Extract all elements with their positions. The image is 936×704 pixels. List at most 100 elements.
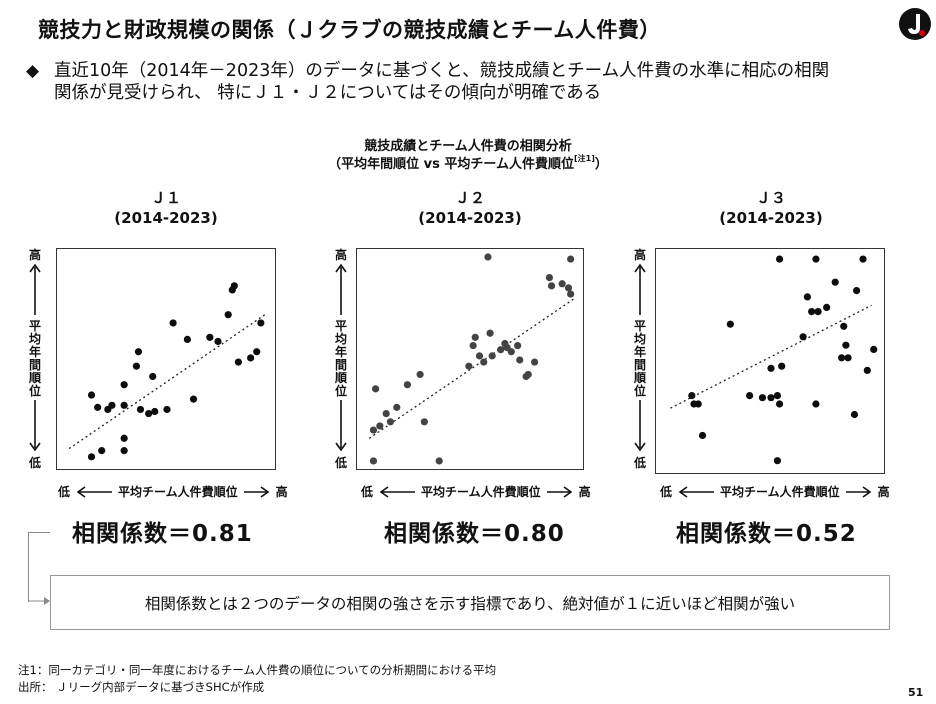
panel-2-data-point xyxy=(465,362,473,370)
panel-2-data-point xyxy=(471,333,479,341)
panel-1-data-point xyxy=(224,311,232,319)
panel-1-data-point xyxy=(120,381,128,389)
panel-1-data-point xyxy=(94,403,102,411)
panel-3-data-point xyxy=(850,410,859,419)
panel-3-data-point xyxy=(773,392,782,400)
panel-1-x-axis-row: 低 平均チーム人件費順位 高 xyxy=(58,483,288,500)
page-title: 競技力と財政規模の関係（Ｊクラブの競技成績とチーム人件費） xyxy=(38,18,661,42)
footnote-1: 注1：同一カテゴリ・同一年度におけるチーム人件費の順位についての分析期間における… xyxy=(18,663,497,677)
panel-1-data-point xyxy=(234,358,242,366)
panel-1-x-axis-title: 平均チーム人件費順位 xyxy=(118,485,238,499)
panel-2-data-point xyxy=(475,352,484,360)
panel-3-data-point xyxy=(840,322,848,330)
panel-3-data-point xyxy=(823,303,831,311)
chart-heading-note: [注1] xyxy=(573,154,595,163)
panel-2-x-right-arrow-icon xyxy=(546,485,573,498)
page-number: 51 xyxy=(908,686,924,699)
panel-2-data-point xyxy=(524,370,532,379)
panel-2-y-down-arrow-icon xyxy=(335,400,347,452)
panel-3-data-point xyxy=(726,320,734,328)
panel-1-data-point xyxy=(134,348,143,356)
panel-2-data-point xyxy=(558,280,566,288)
panel-2-x-axis-row: 低 平均チーム人件費順位 高 xyxy=(361,483,591,500)
panel-2-data-point xyxy=(488,352,496,360)
panel-3-data-point xyxy=(814,308,822,316)
panel-1-title: Ｊ１ (2014-2023) xyxy=(56,188,276,228)
panel-2-data-point xyxy=(382,409,390,418)
panel-3-data-point xyxy=(775,255,784,263)
panel-2-data-point xyxy=(416,370,424,379)
panel-2-data-point xyxy=(486,329,494,337)
panel-1-data-point xyxy=(189,395,198,403)
panel-2-x-high-label: 高 xyxy=(578,485,591,499)
definition-connector xyxy=(28,532,50,602)
panel-1-data-point xyxy=(206,333,214,341)
panel-1-data-point xyxy=(169,319,177,327)
panel-2-data-point xyxy=(531,358,539,366)
panel-3-data-point xyxy=(812,255,820,263)
panel-1-y-low-label: 低 xyxy=(28,456,41,470)
panel-3-data-point xyxy=(863,366,871,374)
panel-2-plot-area xyxy=(356,248,584,470)
panel-1-x-low-label: 低 xyxy=(58,485,71,499)
panel-1-data-point xyxy=(257,319,265,327)
panel-3-data-point xyxy=(859,255,867,263)
panel-3-data-point xyxy=(838,354,846,362)
panel-1-data-point xyxy=(120,401,128,409)
panel-2-title: Ｊ２ (2014-2023) xyxy=(360,188,580,228)
panel-1-data-point xyxy=(136,405,145,414)
panel-2-data-point xyxy=(484,253,492,261)
panel-3-correlation-label: 相関係数＝0.52 xyxy=(676,521,857,547)
panel-1-correlation-label: 相関係数＝0.81 xyxy=(72,521,253,547)
connector-arrow-icon xyxy=(28,597,50,605)
panel-3-x-low-label: 低 xyxy=(660,485,673,499)
panel-2-data-point xyxy=(567,255,575,263)
panel-1-data-point xyxy=(214,337,222,346)
panel-3-data-point xyxy=(775,400,784,408)
summary-line-1: 直近10年（2014年－2023年）のデータに基づくと、競技成績とチーム人件費の… xyxy=(54,61,830,81)
panel-2-data-point xyxy=(393,403,401,411)
panel-1-data-point xyxy=(183,335,191,343)
panel-1-data-point xyxy=(108,401,116,409)
footnote-source: 出所： Ｊリーグ内部データに基づきSHCが作成 xyxy=(18,680,265,694)
panel-2-y-up-arrow-icon xyxy=(335,263,347,315)
panel-3-data-point xyxy=(773,457,782,465)
panel-1-data-point xyxy=(132,362,140,370)
panel-2-y-high-label: 高 xyxy=(334,248,347,262)
panel-3-data-point xyxy=(767,364,775,372)
panel-2-data-point xyxy=(376,422,384,430)
panel-3-data-point xyxy=(808,308,816,316)
panel-3-data-point xyxy=(842,341,850,349)
panel-3-title-line-1: Ｊ３ xyxy=(755,189,786,207)
panel-2-data-point xyxy=(516,356,524,364)
panel-3-x-axis-title: 平均チーム人件費順位 xyxy=(720,485,840,499)
panel-3-x-right-arrow-icon xyxy=(845,485,872,498)
panel-2-title-line-1: Ｊ２ xyxy=(454,189,485,207)
panel-1-data-point xyxy=(151,407,159,416)
panel-1-data-point xyxy=(145,409,153,418)
panel-2-data-point xyxy=(369,426,378,434)
panel-1-data-point xyxy=(149,372,157,381)
panel-1-data-point xyxy=(120,434,128,442)
panel-2-trendline xyxy=(368,297,576,439)
panel-2-correlation-label: 相関係数＝0.80 xyxy=(384,521,565,547)
panel-3-x-high-label: 高 xyxy=(877,485,890,499)
panel-3-x-left-arrow-icon xyxy=(678,485,715,498)
panel-1-data-point xyxy=(87,453,96,461)
panel-3-data-point xyxy=(778,362,786,370)
panel-2-data-point xyxy=(435,457,443,465)
panel-3-title-line-2: (2014-2023) xyxy=(719,209,823,227)
panel-2-x-axis-title: 平均チーム人件費順位 xyxy=(421,485,541,499)
panel-2-x-left-arrow-icon xyxy=(379,485,416,498)
panel-2-y-axis-title: 平均年間順位 xyxy=(334,319,347,398)
panel-2-data-point xyxy=(480,358,488,366)
panel-1-scatter-svg xyxy=(68,282,266,461)
panel-2-data-point xyxy=(547,282,556,290)
panel-3-data-point xyxy=(698,431,707,440)
panel-3-y-up-arrow-icon xyxy=(634,263,646,315)
chart-heading-close: ） xyxy=(594,157,608,172)
panel-3-data-point xyxy=(803,293,811,301)
panel-1-x-high-label: 高 xyxy=(275,485,288,499)
panel-2-x-low-label: 低 xyxy=(361,485,374,499)
panel-3-scatter-svg xyxy=(670,255,878,465)
